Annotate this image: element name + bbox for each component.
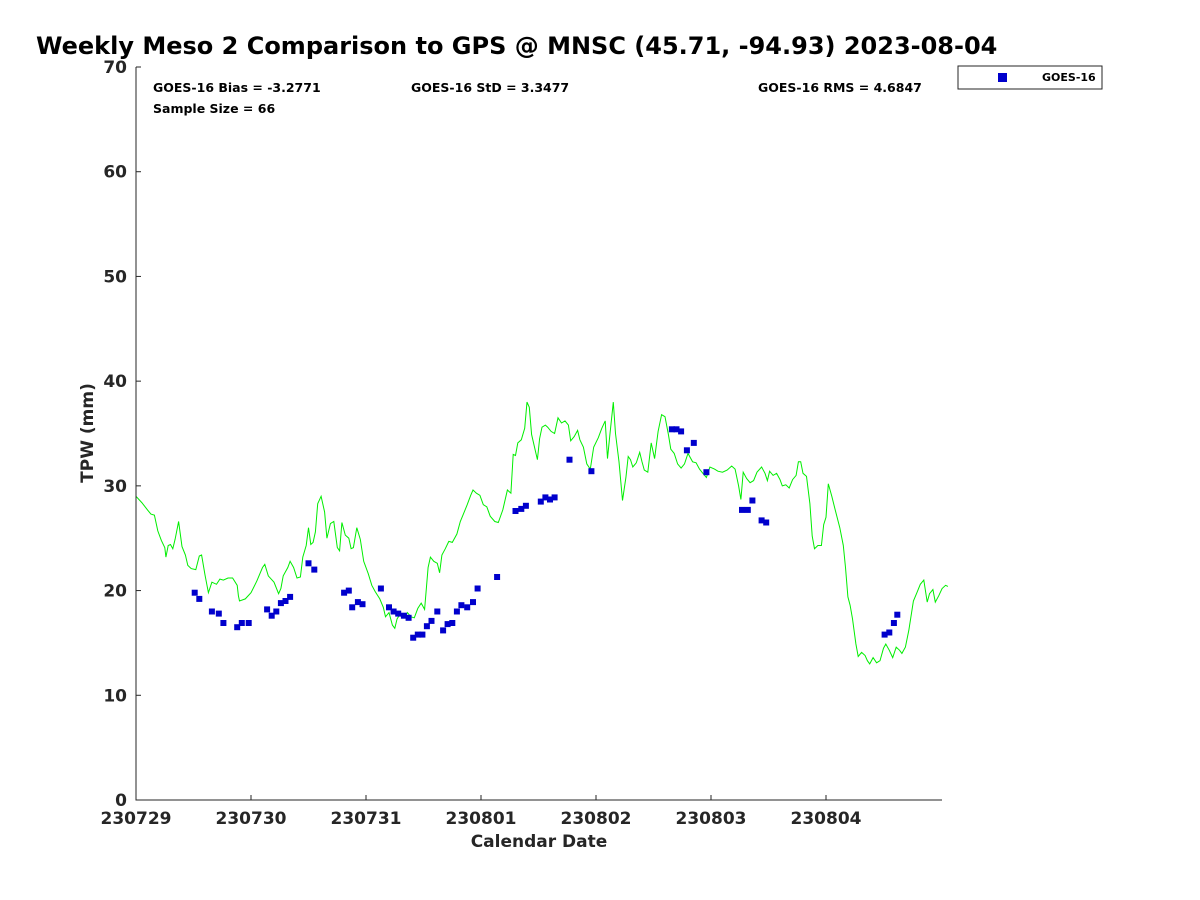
goes-data-point	[208, 608, 215, 615]
legend-label: GOES-16	[1042, 71, 1096, 84]
goes-data-point	[234, 624, 241, 631]
goes-data-point	[377, 585, 384, 592]
y-tick-label: 40	[103, 372, 127, 392]
goes-data-point	[512, 508, 519, 514]
goes-data-point	[414, 631, 421, 638]
goes-data-point	[566, 456, 573, 463]
goes-data-point	[405, 614, 412, 621]
goes-data-point	[277, 600, 284, 607]
goes-data-point	[341, 589, 348, 596]
y-tick-label: 20	[103, 582, 127, 602]
goes-data-point	[423, 623, 430, 630]
goes-data-point	[668, 426, 675, 433]
sample-size-stat: Sample Size = 66	[153, 101, 275, 116]
goes-data-point	[390, 608, 397, 615]
y-axis-label: TPW (mm)	[78, 383, 98, 483]
goes-data-point	[419, 631, 426, 638]
goes-data-point	[359, 601, 366, 608]
goes-data-point	[311, 566, 318, 573]
goes-data-point	[683, 447, 690, 454]
goes-data-point	[744, 506, 751, 513]
x-axis-ticks: 230729 230730 230731 230801 230802 230803 2308…	[101, 795, 862, 829]
y-tick-label: 70	[103, 58, 127, 78]
goes-data-point	[678, 428, 685, 435]
goes-data-point	[474, 585, 481, 592]
goes-data-point	[428, 617, 435, 624]
goes-data-point	[522, 502, 529, 509]
goes-data-point	[494, 574, 501, 580]
goes-data-point	[537, 498, 544, 505]
goes-data-point	[220, 620, 227, 626]
goes-data-point	[305, 560, 312, 567]
y-tick-label: 0	[115, 791, 127, 811]
goes-data-point	[191, 589, 198, 596]
goes-data-point	[758, 517, 765, 524]
chart-title: Weekly Meso 2 Comparison to GPS @ MNSC (…	[36, 32, 997, 60]
goes-data-point	[894, 611, 901, 618]
x-tick-label: 230801	[446, 809, 517, 829]
y-axis-ticks: 0 10 20 30 40 50 60 70	[103, 58, 141, 811]
gps-line-layer	[135, 401, 949, 665]
goes-data-point	[238, 620, 245, 626]
legend-marker	[998, 73, 1007, 82]
goes-data-point	[196, 595, 203, 602]
goes-data-point	[470, 599, 476, 606]
goes-data-point	[434, 608, 441, 615]
goes-data-point	[690, 439, 697, 446]
goes-data-point	[273, 608, 280, 615]
y-tick-label: 30	[103, 477, 127, 497]
goes-data-point	[215, 610, 222, 617]
goes-data-point	[542, 494, 549, 501]
y-tick-label: 60	[103, 163, 127, 183]
goes-data-point	[673, 426, 680, 433]
goes-data-point	[349, 604, 356, 611]
y-tick-label: 10	[103, 686, 127, 706]
goes-data-point	[763, 519, 770, 526]
goes-data-point	[245, 620, 252, 626]
goes-data-point	[458, 602, 465, 609]
goes-data-point	[703, 469, 710, 476]
goes-data-point	[551, 494, 558, 501]
goes-data-point	[386, 604, 392, 611]
goes-data-point	[739, 506, 745, 513]
gps-series-line	[135, 401, 949, 665]
x-tick-label: 230803	[676, 809, 747, 829]
legend: GOES-16	[957, 65, 1103, 90]
x-tick-label: 230731	[331, 809, 402, 829]
goes-data-point	[287, 593, 294, 600]
goes-data-point	[886, 629, 893, 636]
goes-data-point	[518, 505, 525, 512]
x-tick-label: 230729	[101, 809, 172, 829]
goes-data-point	[264, 606, 271, 613]
x-tick-label: 230802	[561, 809, 632, 829]
goes-data-point	[453, 608, 460, 615]
std-stat: GOES-16 StD = 3.3477	[411, 80, 569, 95]
goes-data-point	[547, 496, 553, 503]
goes-data-point	[282, 598, 289, 604]
goes-data-point	[395, 610, 402, 617]
y-tick-label: 50	[103, 267, 127, 287]
goes-data-point	[464, 604, 471, 611]
x-axis-label: Calendar Date	[471, 832, 608, 852]
goes-data-point	[449, 620, 456, 626]
goes-data-point	[400, 612, 407, 619]
goes-data-point	[410, 634, 417, 641]
goes-data-point	[588, 468, 595, 475]
bias-stat: GOES-16 Bias = -3.2771	[153, 80, 321, 95]
goes-data-point	[881, 631, 888, 638]
goes-data-point	[354, 599, 361, 606]
goes-data-point	[749, 497, 756, 504]
goes-data-point	[268, 612, 275, 619]
goes-points-layer	[191, 426, 901, 641]
goes-data-point	[440, 627, 447, 634]
rms-stat: GOES-16 RMS = 4.6847	[758, 80, 922, 95]
goes-data-point	[890, 620, 897, 626]
goes-data-point	[444, 621, 451, 628]
plot-area	[136, 67, 942, 800]
x-tick-label: 230730	[216, 809, 287, 829]
legend-box	[957, 65, 1103, 90]
goes-data-point	[345, 587, 352, 594]
x-tick-label: 230804	[791, 809, 862, 829]
